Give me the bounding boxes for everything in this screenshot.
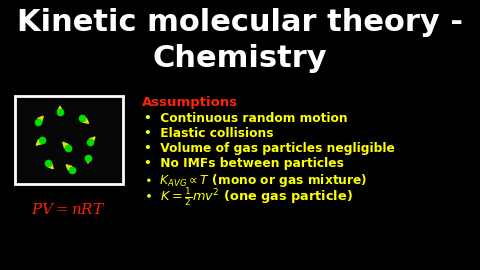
Text: •  Elastic collisions: • Elastic collisions <box>144 127 274 140</box>
Text: $\bullet\ \ K_{AVG} \propto T$ (mono or gas mixture): $\bullet\ \ K_{AVG} \propto T$ (mono or … <box>144 172 367 189</box>
Text: Chemistry: Chemistry <box>153 44 327 73</box>
Text: •  Volume of gas particles negligible: • Volume of gas particles negligible <box>144 142 395 155</box>
Text: $PV = nRT$: $PV = nRT$ <box>31 202 105 217</box>
Text: Assumptions: Assumptions <box>142 96 238 109</box>
Text: •  No IMFs between particles: • No IMFs between particles <box>144 157 344 170</box>
Text: •  Continuous random motion: • Continuous random motion <box>144 112 348 125</box>
FancyBboxPatch shape <box>15 96 123 184</box>
Text: $\bullet\ \ K = \frac{1}{2}mv^{2}$ (one gas particle): $\bullet\ \ K = \frac{1}{2}mv^{2}$ (one … <box>144 187 353 209</box>
Text: Kinetic molecular theory -: Kinetic molecular theory - <box>17 8 463 37</box>
